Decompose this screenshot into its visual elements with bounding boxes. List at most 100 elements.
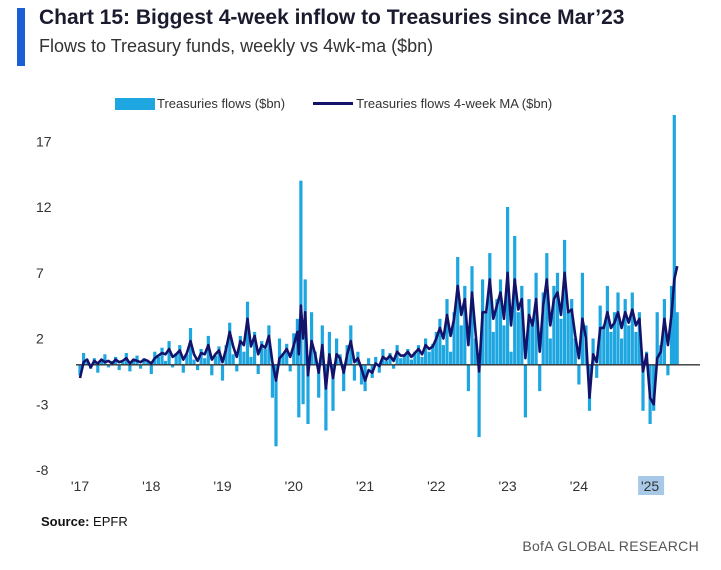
flow-bar bbox=[149, 364, 153, 374]
flow-bar bbox=[452, 312, 456, 365]
flow-bar bbox=[228, 322, 232, 365]
flow-bar bbox=[374, 356, 378, 365]
flow-bar bbox=[299, 180, 303, 365]
flow-bar bbox=[516, 312, 520, 365]
flow-bar bbox=[634, 331, 638, 365]
flow-bar bbox=[253, 331, 257, 365]
y-tick-label: 12 bbox=[36, 199, 52, 215]
flow-bar bbox=[203, 358, 207, 365]
flow-bar bbox=[541, 292, 545, 365]
flow-bar bbox=[473, 338, 478, 365]
flow-bar bbox=[331, 364, 335, 411]
flow-bar bbox=[409, 359, 413, 365]
flow-bar bbox=[160, 347, 164, 365]
flow-bar bbox=[434, 331, 438, 365]
flow-bar bbox=[559, 318, 563, 365]
flow-bar bbox=[420, 356, 424, 365]
flow-bar bbox=[245, 301, 250, 365]
flow-bar bbox=[627, 325, 631, 365]
source-value: EPFR bbox=[93, 514, 128, 529]
y-tick-label: -8 bbox=[36, 462, 49, 478]
x-tick-label: '19 bbox=[213, 478, 231, 494]
flow-bar bbox=[146, 362, 150, 365]
flow-bar bbox=[260, 341, 264, 365]
flow-bar bbox=[484, 312, 488, 365]
flow-bar bbox=[413, 351, 417, 365]
flow-bar bbox=[377, 364, 381, 373]
x-tick-label: '21 bbox=[356, 478, 374, 494]
flow-bar bbox=[128, 364, 132, 372]
flow-bar bbox=[530, 325, 535, 365]
flow-bar bbox=[297, 364, 301, 418]
legend-label-flows: Treasuries flows ($bn) bbox=[157, 96, 286, 111]
y-tick-label: 7 bbox=[36, 265, 44, 281]
flow-bar bbox=[224, 345, 228, 365]
flow-bar bbox=[502, 325, 506, 365]
flow-bar bbox=[466, 364, 470, 392]
y-tick-label: 2 bbox=[36, 331, 44, 347]
flow-bar bbox=[573, 338, 577, 365]
x-tick-label: '23 bbox=[498, 478, 516, 494]
flow-bar bbox=[185, 354, 189, 365]
y-tick-label: -3 bbox=[36, 396, 49, 412]
flow-bar bbox=[220, 364, 225, 381]
flow-bar bbox=[477, 364, 481, 438]
flow-bar bbox=[85, 362, 89, 365]
chart-subtitle: Flows to Treasury funds, weekly vs 4wk-m… bbox=[39, 36, 434, 56]
flow-bar bbox=[534, 272, 538, 365]
flow-bar bbox=[384, 360, 388, 365]
flow-bar bbox=[402, 354, 406, 365]
flow-bar bbox=[431, 343, 435, 365]
flow-bar bbox=[416, 345, 421, 365]
legend-item-ma: Treasuries flows 4-week MA ($bn) bbox=[313, 96, 552, 111]
flow-bar bbox=[498, 279, 503, 365]
flow-bar bbox=[192, 359, 196, 365]
source-label: Source: bbox=[41, 514, 90, 529]
flow-bar bbox=[566, 312, 570, 365]
x-tick-label: '22 bbox=[427, 478, 445, 494]
flow-bar bbox=[641, 364, 645, 411]
flow-bar bbox=[449, 351, 453, 365]
flow-bar bbox=[238, 335, 242, 365]
legend-swatch-bars bbox=[115, 97, 155, 110]
flow-bar bbox=[324, 364, 328, 431]
flow-bar bbox=[655, 312, 659, 365]
flow-bar bbox=[131, 359, 135, 365]
flow-bar bbox=[163, 360, 168, 365]
source-note: Source: EPFR bbox=[41, 514, 128, 529]
flow-bar bbox=[235, 364, 239, 372]
flow-bar bbox=[167, 341, 171, 365]
flow-bar bbox=[242, 351, 246, 365]
flow-bar bbox=[217, 346, 221, 365]
flow-bar bbox=[196, 364, 200, 371]
flow-bar bbox=[513, 236, 517, 365]
flow-bar bbox=[392, 364, 396, 369]
flow-bar bbox=[520, 285, 524, 365]
flow-bar bbox=[288, 364, 292, 372]
flow-bar bbox=[327, 331, 331, 365]
ma-line bbox=[78, 265, 679, 406]
flow-bar bbox=[249, 356, 253, 365]
flow-bar bbox=[616, 292, 620, 365]
flow-bar bbox=[555, 272, 560, 365]
flow-bar bbox=[78, 364, 82, 376]
flow-bar bbox=[210, 364, 214, 376]
flow-bar bbox=[285, 343, 289, 365]
flow-bar bbox=[399, 358, 403, 365]
flow-bar bbox=[441, 345, 445, 365]
legend-label-ma: Treasuries flows 4-week MA ($bn) bbox=[356, 96, 553, 111]
flow-bar bbox=[178, 345, 182, 365]
flow-bar bbox=[675, 312, 679, 365]
x-tick-label: '20 bbox=[285, 478, 303, 494]
flow-bar bbox=[609, 331, 613, 365]
flow-bar bbox=[491, 331, 495, 365]
flow-bar bbox=[231, 354, 235, 365]
flow-bar bbox=[495, 299, 499, 365]
flow-bar bbox=[459, 325, 463, 365]
flow-bar bbox=[666, 364, 670, 376]
flow-bar bbox=[424, 338, 428, 365]
flow-bar bbox=[317, 364, 321, 398]
flow-bar bbox=[199, 349, 203, 365]
x-tick-highlight bbox=[638, 476, 665, 495]
x-tick-label: '25 bbox=[641, 478, 659, 494]
